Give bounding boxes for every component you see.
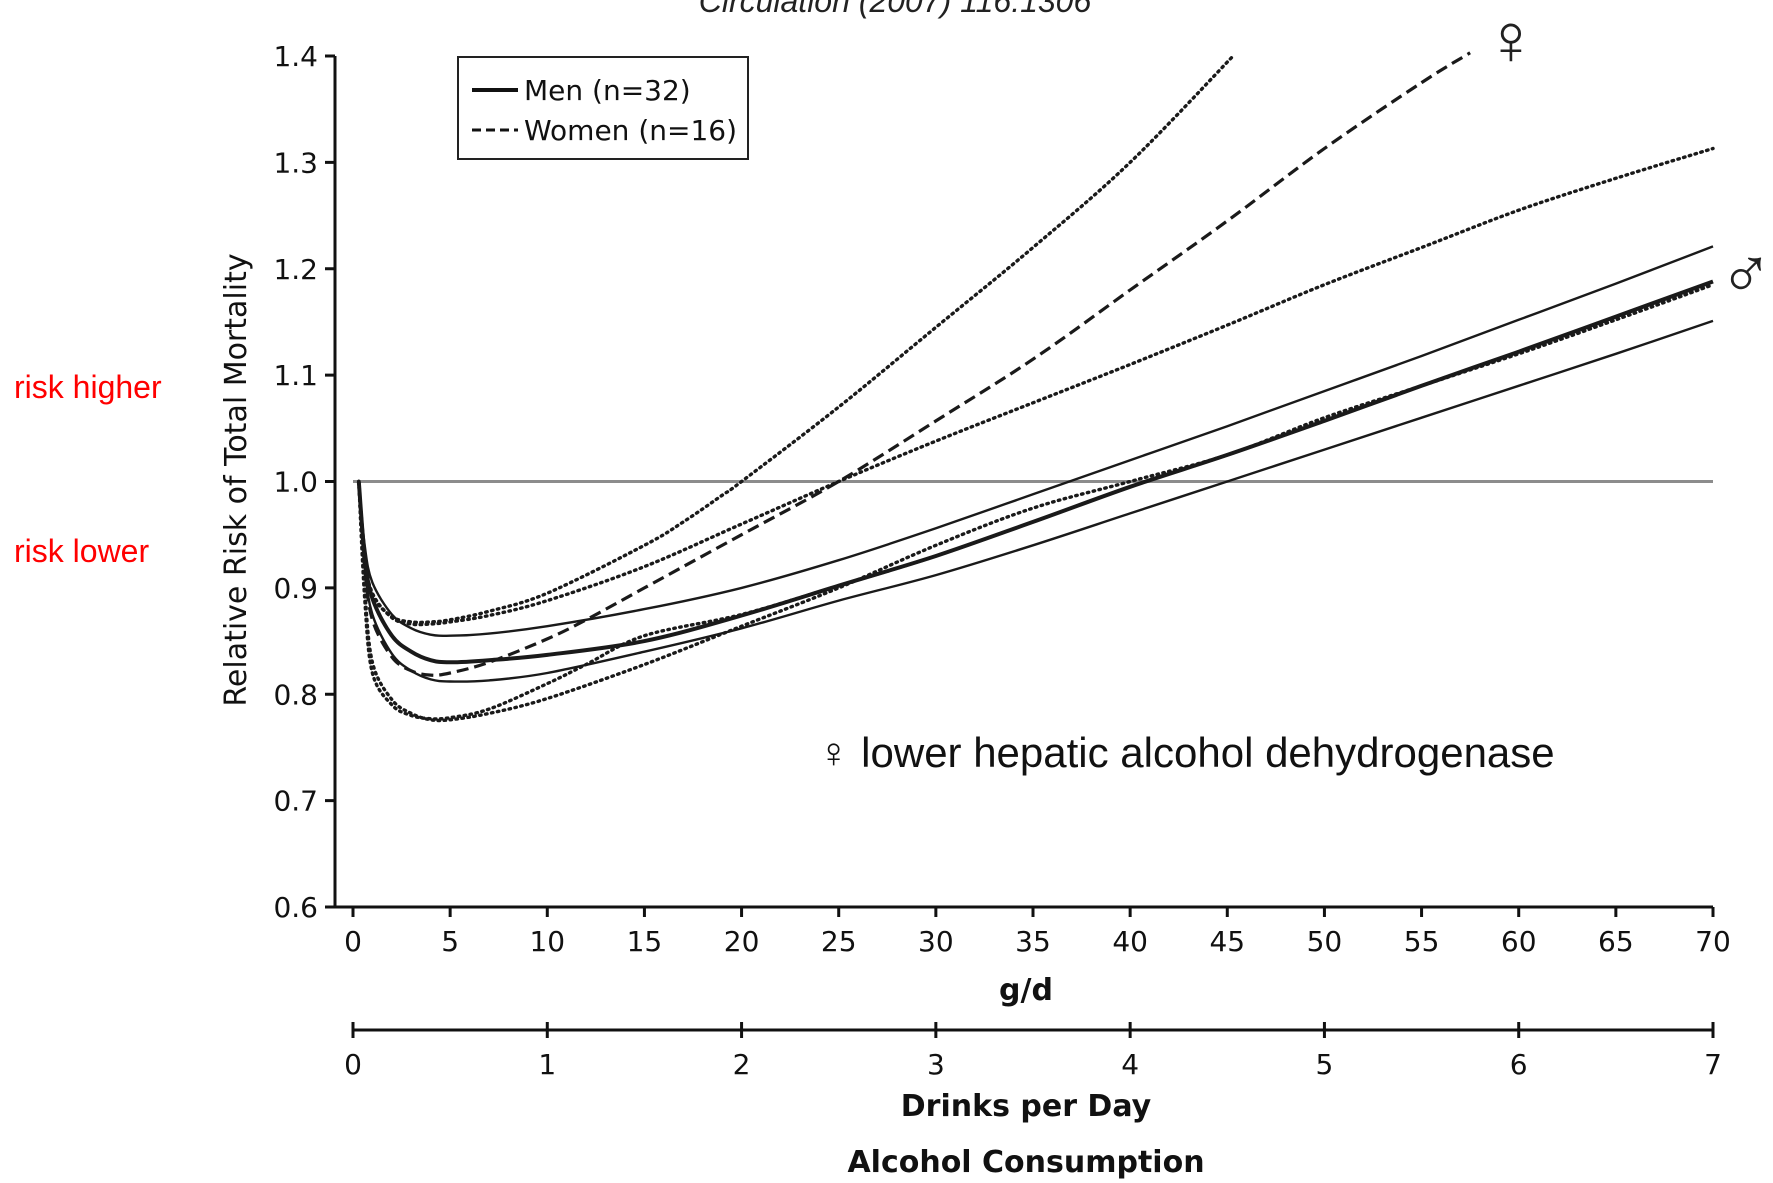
x2-axis-title: Drinks per Day [901,1089,1152,1124]
x-tick-label: 60 [1501,925,1537,958]
dehydrogenase-annotation: ♀ lower hepatic alcohol dehydrogenase [818,729,1555,776]
chart-curves [356,51,1715,723]
women-lower-ci-curve [357,279,1715,721]
x-tick-label: 20 [724,925,760,958]
y-tick-label: 1.0 [273,466,318,499]
legend-entry-women: Women (n=16) [524,114,737,147]
women-upper-ci-curve [357,54,1235,625]
y-tick-label: 1.3 [273,146,318,179]
x-axis-title: g/d [999,973,1053,1008]
y-tick-label: 0.9 [273,572,318,605]
chart-axes: 0.60.70.80.91.01.11.21.31.40 5 10 15 20 25 30 3… [273,40,1730,1081]
risk-lower-label: risk lower [14,533,149,569]
x2-tick-label: 7 [1704,1048,1722,1081]
x2-tick-label: 6 [1510,1048,1528,1081]
x2-tick-label: 4 [1121,1048,1139,1081]
men-estimate-curve [356,279,1714,665]
citation-text: Circulation (2007) 116:1306 [699,0,1092,19]
y-tick-label: 0.8 [273,678,318,711]
x-tick-label: 10 [529,925,565,958]
x-tick-label: 50 [1307,925,1343,958]
x-tick-label: 65 [1598,925,1634,958]
male-symbol-icon: ♂ [1719,234,1773,314]
x-tick-label: 30 [918,925,954,958]
x-tick-label: 40 [1112,925,1148,958]
female-symbol-icon: ♀ [1484,0,1538,80]
x-tick-label: 45 [1209,925,1245,958]
x2-tick-label: 0 [344,1048,362,1081]
y-tick-label: 1.4 [273,40,318,73]
y-tick-label: 0.7 [273,785,318,818]
risk-higher-label: risk higher [14,369,162,405]
x2-tick-label: 1 [538,1048,556,1081]
x-tick-label: 55 [1404,925,1440,958]
x3-axis-title: Alcohol Consumption [847,1145,1204,1180]
legend-entry-men: Men (n=32) [524,74,691,107]
x2-tick-label: 3 [927,1048,945,1081]
x-tick-label: 0 [344,925,362,958]
y-tick-label: 1.1 [273,359,318,392]
y-tick-label: 0.6 [273,891,318,924]
legend: Men (n=32) Women (n=16) [457,56,749,160]
x-tick-label: 25 [821,925,857,958]
y-tick-label: 1.2 [273,253,318,286]
x-tick-label: 15 [627,925,663,958]
x2-tick-label: 2 [733,1048,751,1081]
legend-box [457,56,749,160]
y-axis-title: Relative Risk of Total Mortality [219,253,254,706]
women-estimate-curve [357,51,1471,677]
x-tick-label: 5 [441,925,459,958]
men-upper-dotted-curve [357,146,1715,627]
men-upper-ci-curve [357,245,1714,637]
men-lower-dotted-curve [357,283,1715,723]
x2-tick-label: 5 [1316,1048,1334,1081]
men-lower-ci-curve [357,319,1714,683]
x-tick-label: 70 [1695,925,1731,958]
x-tick-label: 35 [1015,925,1051,958]
